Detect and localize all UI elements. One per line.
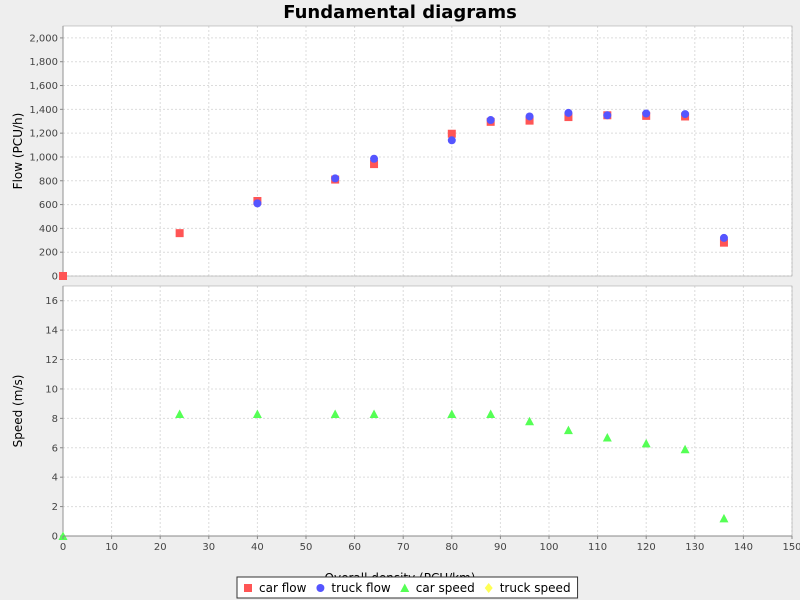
plot-panel-2: 0 2 4 6 8 10 12 14 16 Speed (m/s) 0 10 20 30 40 50 60 70 8…	[11, 285, 800, 553]
x-tick-label: 80	[445, 542, 458, 553]
y-tick-label: 0	[52, 532, 58, 543]
data-point	[719, 513, 729, 523]
data-point	[525, 112, 534, 121]
legend-item-car-speed: car speed	[400, 581, 475, 595]
y-tick-label: 1,600	[29, 81, 58, 92]
data-point	[175, 409, 185, 418]
data-point	[486, 409, 496, 418]
data-point	[253, 199, 262, 208]
y-tick-label: 800	[39, 176, 58, 187]
x-tick-label: 30	[202, 542, 215, 553]
data-point	[447, 136, 456, 145]
x-tick-label: 0	[60, 542, 66, 553]
y-tick-label: 16	[45, 296, 58, 307]
x-tick-label: 120	[637, 542, 656, 553]
y-tick-label: 200	[39, 248, 58, 259]
data-point	[331, 174, 340, 183]
series-car-speed	[58, 409, 729, 540]
data-point	[447, 129, 456, 138]
data-point	[59, 272, 67, 280]
y-tick-label: 1,000	[29, 152, 58, 163]
y-tick-label: 6	[52, 443, 58, 454]
legend-label: truck speed	[500, 581, 571, 595]
legend-box	[236, 576, 579, 599]
x-tick-label: 10	[105, 542, 118, 553]
legend-item-truck-speed: truck speed	[484, 581, 571, 595]
y-tick-label: 10	[45, 384, 58, 395]
y-tick-label: 400	[39, 224, 58, 235]
chart-title: Fundamental diagrams	[283, 2, 517, 23]
y-tick-label: 1,200	[29, 129, 58, 140]
data-point	[447, 409, 457, 418]
x-tick-label: 110	[588, 542, 607, 553]
x-tick-label: 20	[154, 542, 167, 553]
y-tick-label: 2,000	[29, 33, 58, 44]
legend-label: car flow	[259, 581, 307, 595]
data-point	[603, 111, 612, 120]
y-tick-label: 600	[39, 200, 58, 211]
x-tick-label: 50	[300, 542, 313, 553]
data-point	[680, 444, 690, 454]
data-point	[563, 425, 573, 435]
data-point	[370, 154, 379, 163]
y-tick-label: 0	[52, 272, 58, 283]
data-point	[525, 416, 535, 426]
data-point	[719, 233, 728, 242]
y-axis-label: Speed (m/s)	[11, 375, 25, 448]
x-tick-label: 40	[251, 542, 264, 553]
y-tick-label: 14	[45, 326, 58, 337]
series-truck-flow	[253, 108, 728, 242]
data-point	[252, 409, 262, 418]
y-tick-label: 4	[52, 473, 58, 484]
x-tick-label: 60	[348, 542, 361, 553]
legend-marker	[484, 583, 493, 593]
x-tick-label: 100	[539, 542, 558, 553]
y-tick-label: 1,800	[29, 57, 58, 68]
legend-label: car speed	[416, 581, 475, 595]
x-tick-label: 150	[782, 542, 800, 553]
y-tick-label: 2	[52, 502, 58, 513]
plot-background	[63, 286, 792, 536]
data-point	[525, 116, 534, 125]
data-point	[602, 432, 612, 442]
x-tick-label: 140	[734, 542, 753, 553]
data-point	[681, 110, 690, 119]
plot-panel-1: 0 200 400 600 800 1,000 1,200 1,400 1,600 1,800 2,…	[11, 25, 793, 283]
legend-marker	[316, 584, 325, 592]
data-point	[564, 108, 573, 117]
data-point	[330, 409, 340, 418]
y-tick-label: 8	[52, 414, 58, 425]
data-point	[719, 238, 728, 247]
data-point	[369, 409, 379, 418]
legend-marker	[400, 583, 410, 592]
legend-item-truck-flow: truck flow	[316, 581, 391, 595]
data-point	[564, 113, 573, 122]
data-point	[642, 109, 651, 118]
data-point	[486, 116, 495, 125]
x-tick-label: 70	[397, 542, 410, 553]
legend-label: truck flow	[331, 581, 391, 595]
data-point	[175, 229, 184, 238]
y-tick-label: 12	[45, 355, 58, 366]
legend-item-car-flow: car flow	[244, 581, 307, 595]
chart-legend: car flow truck flow car speed truck speed	[236, 576, 579, 599]
x-tick-label: 90	[494, 542, 507, 553]
plot-border	[62, 25, 793, 277]
x-tick-label: 130	[685, 542, 704, 553]
plot-background	[63, 26, 792, 276]
y-tick-label: 1,400	[29, 105, 58, 116]
chart-panels: 02004006008001,0001,2001,4001,6001,8002,…	[11, 25, 800, 553]
y-axis-label: Flow (PCU/h)	[11, 113, 25, 190]
data-point	[641, 438, 651, 448]
data-point	[370, 160, 379, 169]
legend-marker	[244, 584, 252, 592]
